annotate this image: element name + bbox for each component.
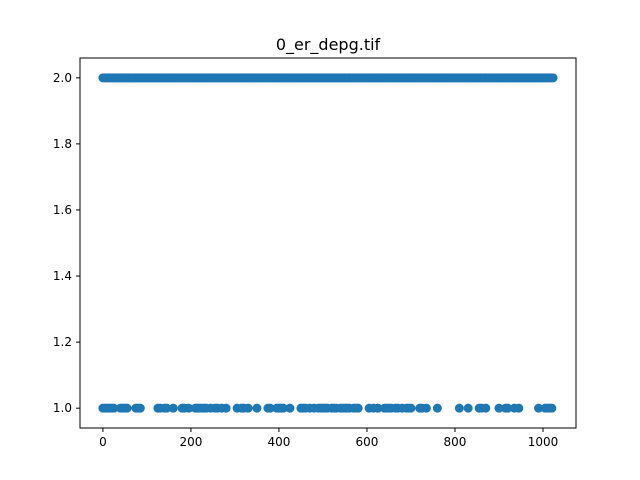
data-point — [278, 403, 288, 413]
plot-frame — [79, 57, 577, 429]
y-axis: 1.0 1.2 1.4 1.6 1.8 2.0 — [53, 71, 80, 415]
data-point — [503, 403, 513, 413]
data-point — [534, 403, 544, 413]
y-tick-label: 2.0 — [53, 71, 72, 85]
data-point — [353, 403, 363, 413]
data-point — [184, 403, 194, 413]
x-tick-label: 600 — [355, 435, 378, 449]
data-point — [494, 403, 504, 413]
data-point — [135, 403, 145, 413]
data-point — [373, 403, 383, 413]
y-tick-label: 1.0 — [53, 401, 72, 415]
data-point — [252, 403, 262, 413]
data-point — [421, 403, 431, 413]
data-point — [162, 403, 172, 413]
data-point — [285, 403, 295, 413]
x-tick-label: 0 — [99, 435, 107, 449]
data-point — [548, 73, 558, 83]
y-tick-label: 1.6 — [53, 203, 72, 217]
x-tick-label: 1000 — [528, 435, 559, 449]
x-tick-label: 200 — [179, 435, 202, 449]
data-point — [243, 403, 253, 413]
x-tick-label: 400 — [267, 435, 290, 449]
data-point — [168, 403, 178, 413]
chart-title: 0_er_depg.tif — [276, 35, 381, 55]
data-point — [406, 403, 416, 413]
data-point — [109, 403, 119, 413]
data-points — [98, 73, 558, 413]
data-point — [221, 403, 231, 413]
x-axis: 0 200 400 600 800 1000 — [99, 428, 558, 449]
data-point — [481, 403, 491, 413]
data-point — [463, 403, 473, 413]
data-point — [514, 403, 524, 413]
data-point — [454, 403, 464, 413]
data-point — [122, 403, 132, 413]
x-tick-label: 800 — [444, 435, 467, 449]
data-point — [547, 403, 557, 413]
data-point — [432, 403, 442, 413]
y-tick-label: 1.2 — [53, 335, 72, 349]
y-tick-label: 1.4 — [53, 269, 72, 283]
data-point — [265, 403, 275, 413]
y-tick-label: 1.8 — [53, 137, 72, 151]
